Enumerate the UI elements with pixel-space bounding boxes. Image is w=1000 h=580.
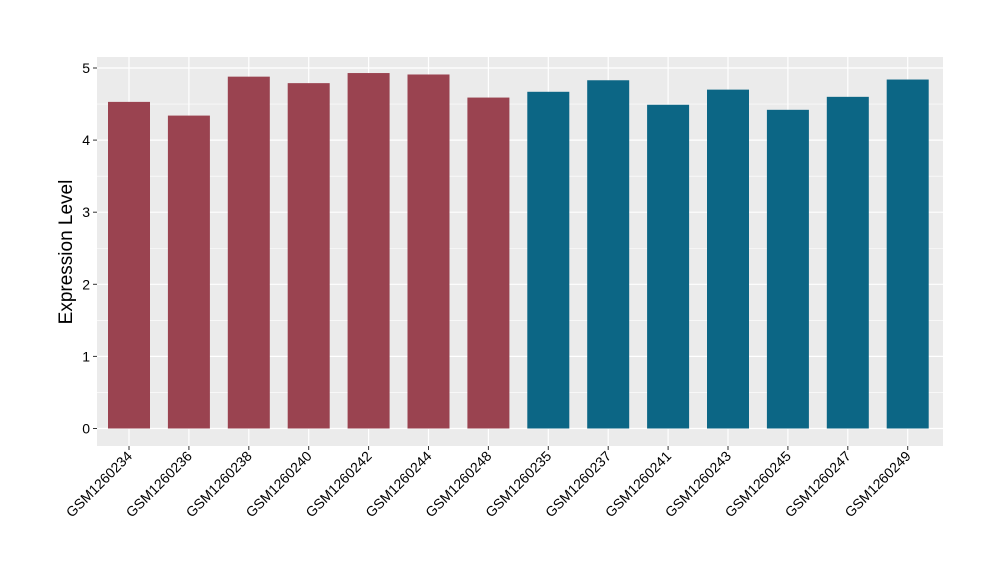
y-tick-label: 5 xyxy=(82,60,90,76)
bar-GSM1260242 xyxy=(347,73,390,429)
bar-GSM1260238 xyxy=(227,76,270,429)
x-axis: GSM1260234GSM1260236GSM1260238GSM1260240… xyxy=(63,446,914,520)
y-tick-label: 3 xyxy=(82,204,90,220)
y-axis: 0 1 2 3 4 5 xyxy=(82,60,97,437)
bar-GSM1260245 xyxy=(766,109,809,429)
bars xyxy=(108,73,929,429)
bar-GSM1260234 xyxy=(108,101,150,429)
plot-panel xyxy=(97,57,943,446)
bar-GSM1260244 xyxy=(407,74,450,429)
bar-GSM1260243 xyxy=(707,89,749,429)
bar-GSM1260237 xyxy=(587,80,630,429)
bar-GSM1260240 xyxy=(287,83,330,429)
bar-GSM1260248 xyxy=(467,97,510,429)
bar-GSM1260235 xyxy=(527,91,570,429)
bar-GSM1260236 xyxy=(167,115,210,429)
y-tick-label: 4 xyxy=(82,132,90,148)
y-axis-title: Expression Level xyxy=(56,180,77,325)
bar-GSM1260247 xyxy=(826,96,869,429)
y-tick-label: 1 xyxy=(82,348,90,364)
bar-GSM1260249 xyxy=(886,79,929,429)
y-tick-label: 2 xyxy=(82,276,90,292)
bar-GSM1260241 xyxy=(647,104,690,429)
y-tick-label: 0 xyxy=(82,421,90,437)
